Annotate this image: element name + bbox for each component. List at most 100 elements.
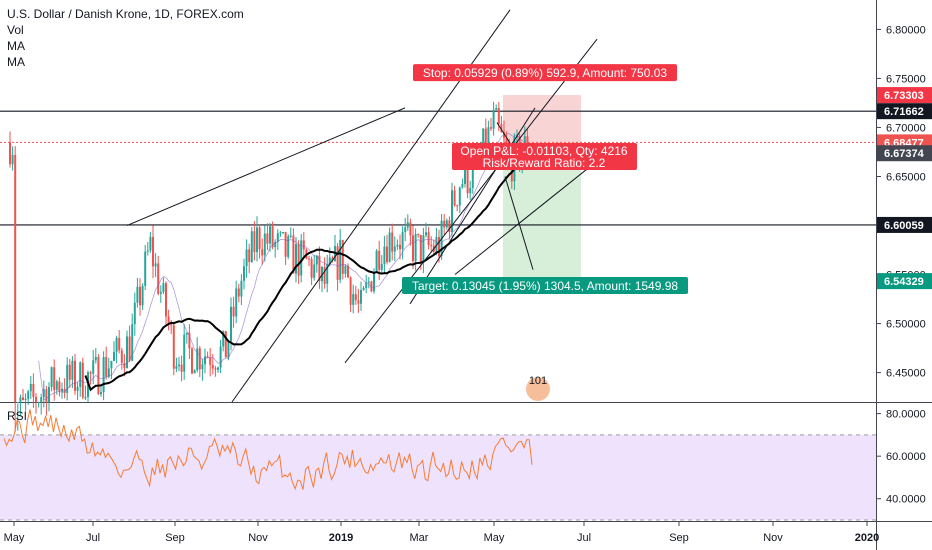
candle-body: [341, 240, 344, 274]
target-label-text: Target: 0.13045 (1.95%) 1304.5, Amount: …: [412, 279, 679, 293]
candle-body: [217, 367, 219, 370]
candle-body: [261, 249, 264, 256]
candle-body: [149, 236, 152, 251]
price-tick-label: 6.80000: [886, 24, 926, 36]
time-tick-label: May: [484, 532, 505, 544]
candle-body: [180, 364, 183, 372]
ma-label-2[interactable]: MA: [7, 55, 25, 69]
rsi-tick-label: 40.0000: [886, 494, 926, 506]
candle-body: [393, 246, 396, 252]
candle-body: [362, 288, 365, 290]
candle-body: [113, 351, 115, 361]
candle-body: [269, 226, 271, 244]
candle-body: [32, 383, 35, 398]
target-label-box: [402, 277, 688, 294]
candle-body: [453, 190, 456, 206]
price-tick-label: 6.50000: [886, 319, 926, 331]
candle-body: [48, 387, 50, 402]
rsi-line: [3, 409, 533, 491]
candle-body: [120, 350, 123, 364]
candle-body: [380, 264, 383, 270]
time-tick-label: Nov: [248, 532, 268, 544]
candle-body: [178, 364, 180, 367]
ma-label-1[interactable]: MA: [7, 39, 25, 53]
candle-body: [227, 341, 230, 358]
volume-label[interactable]: Vol: [7, 23, 24, 37]
candle-body: [370, 281, 373, 292]
candle-body: [63, 388, 66, 393]
candle-body: [24, 398, 27, 401]
target-zone: [503, 153, 581, 282]
candle-body: [68, 364, 71, 380]
candle-body: [131, 324, 134, 361]
time-tick-label: May: [4, 532, 25, 544]
candle-body: [271, 226, 274, 248]
candle-body: [84, 397, 87, 399]
stop-label-text: Stop: 0.05929 (0.89%) 592.9, Amount: 750…: [423, 66, 668, 80]
candle-body: [16, 402, 19, 403]
candle-body: [191, 348, 193, 374]
price-tag-label: 6.67374: [884, 148, 925, 160]
trendline-6: [504, 176, 534, 270]
candle-body: [139, 286, 141, 306]
rsi-tick-label: 60.0000: [886, 451, 926, 463]
trendline-4: [409, 107, 536, 305]
time-tick-label: Jul: [86, 532, 100, 544]
candle-body: [253, 231, 256, 253]
candle-body: [318, 255, 321, 282]
candle-body: [347, 265, 349, 278]
candle-body: [154, 263, 157, 267]
candle-body: [45, 389, 48, 402]
rsi-label[interactable]: RSI: [7, 409, 28, 423]
candle-body: [401, 232, 404, 250]
candle-body: [126, 336, 128, 369]
candle-body: [438, 236, 440, 257]
candle-body: [92, 360, 95, 374]
candle-body: [115, 337, 118, 352]
candle-body: [240, 280, 243, 297]
candle-body: [232, 306, 235, 317]
candle-body: [61, 388, 63, 392]
price-tag-dark: [877, 216, 932, 233]
candle-body: [297, 244, 300, 276]
candle-body: [159, 291, 162, 294]
candle-body: [50, 367, 53, 388]
price-tag-label: 6.60059: [884, 220, 924, 232]
candle-body: [406, 222, 409, 228]
candle-body: [100, 392, 102, 395]
open-pnl-text: Open P&L: -0.01103, Qty: 4216: [460, 144, 628, 158]
candle-body: [123, 363, 126, 369]
candle-body: [248, 249, 251, 263]
candle-body: [22, 397, 24, 401]
candle-body: [458, 187, 461, 206]
candle-body: [165, 283, 167, 317]
candle-body: [102, 357, 105, 393]
price-tick-label: 6.45000: [886, 368, 926, 380]
candle-body: [9, 142, 11, 165]
candle-body: [471, 161, 474, 188]
candle-body: [256, 227, 258, 253]
candle-body: [11, 154, 14, 165]
candle-body: [237, 288, 240, 297]
ma-long-line: [84, 154, 529, 392]
candle-body: [146, 250, 149, 252]
watermark-logo: [526, 377, 550, 401]
candle-body: [58, 381, 61, 392]
symbol-title[interactable]: U.S. Dollar / Danish Krone, 1D, FOREX.co…: [7, 7, 244, 21]
candle-body: [422, 235, 425, 264]
candle-body: [464, 163, 466, 185]
trendline-3: [454, 166, 591, 275]
candle-body: [360, 289, 362, 304]
candle-body: [29, 383, 32, 392]
time-tick-label: Jul: [577, 532, 591, 544]
time-tick-label: Sep: [669, 532, 689, 544]
price-tag-target: [877, 273, 932, 290]
candle-body: [505, 137, 508, 146]
candle-body: [391, 232, 394, 252]
candle-body: [354, 294, 357, 301]
candle-body: [331, 257, 334, 262]
candle-body: [141, 285, 144, 306]
candle-body: [469, 187, 472, 194]
price-tag-label: 6.71662: [884, 106, 924, 118]
